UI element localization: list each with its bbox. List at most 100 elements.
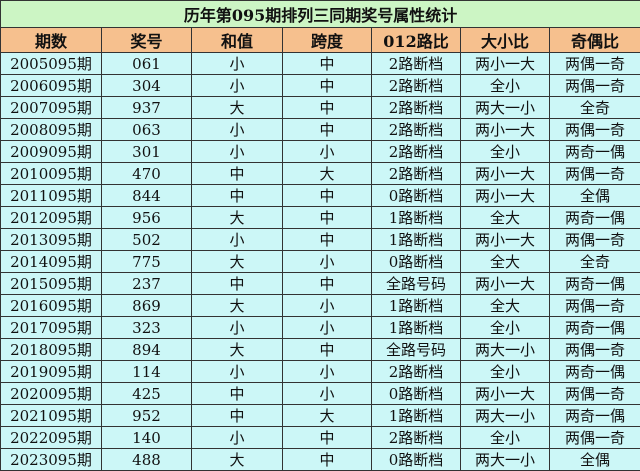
- cell-number: 114: [102, 361, 192, 383]
- cell-route-012: 0路断档: [372, 449, 461, 471]
- cell-number: 952: [102, 405, 192, 427]
- cell-parity-ratio: 全奇: [550, 97, 640, 119]
- cell-period: 2019095期: [1, 361, 102, 383]
- cell-number: 937: [102, 97, 192, 119]
- cell-parity-ratio: 两偶一奇: [550, 383, 640, 405]
- cell-route-012: 1路断档: [372, 229, 461, 251]
- cell-parity-ratio: 两奇一偶: [550, 405, 640, 427]
- cell-parity-ratio: 两偶一奇: [550, 119, 640, 141]
- cell-number: 869: [102, 295, 192, 317]
- cell-span: 中: [283, 449, 372, 471]
- cell-sum: 小: [192, 75, 283, 97]
- cell-route-012: 2路断档: [372, 361, 461, 383]
- cell-sum: 小: [192, 361, 283, 383]
- cell-route-012: 1路断档: [372, 405, 461, 427]
- cell-parity-ratio: 全偶: [550, 449, 640, 471]
- cell-span: 中: [283, 339, 372, 361]
- cell-sum: 小: [192, 53, 283, 75]
- cell-size-ratio: 全大: [461, 207, 550, 229]
- cell-number: 061: [102, 53, 192, 75]
- cell-period: 2017095期: [1, 317, 102, 339]
- header-size-ratio: 大小比: [461, 28, 550, 53]
- cell-parity-ratio: 全奇: [550, 251, 640, 273]
- cell-sum: 中: [192, 383, 283, 405]
- cell-period: 2007095期: [1, 97, 102, 119]
- cell-number: 775: [102, 251, 192, 273]
- cell-parity-ratio: 两奇一偶: [550, 273, 640, 295]
- cell-size-ratio: 两小一大: [461, 273, 550, 295]
- cell-route-012: 2路断档: [372, 427, 461, 449]
- cell-sum: 大: [192, 449, 283, 471]
- cell-number: 488: [102, 449, 192, 471]
- cell-span: 中: [283, 229, 372, 251]
- cell-period: 2015095期: [1, 273, 102, 295]
- cell-period: 2010095期: [1, 163, 102, 185]
- cell-span: 小: [283, 383, 372, 405]
- cell-route-012: 2路断档: [372, 75, 461, 97]
- cell-size-ratio: 全大: [461, 251, 550, 273]
- cell-number: 502: [102, 229, 192, 251]
- header-span: 跨度: [283, 28, 372, 53]
- cell-sum: 中: [192, 185, 283, 207]
- cell-sum: 小: [192, 141, 283, 163]
- cell-span: 小: [283, 251, 372, 273]
- cell-route-012: 0路断档: [372, 185, 461, 207]
- cell-span: 小: [283, 295, 372, 317]
- cell-size-ratio: 两小一大: [461, 119, 550, 141]
- cell-span: 中: [283, 427, 372, 449]
- cell-size-ratio: 两大一小: [461, 339, 550, 361]
- cell-number: 894: [102, 339, 192, 361]
- cell-parity-ratio: 两偶一奇: [550, 163, 640, 185]
- cell-sum: 小: [192, 229, 283, 251]
- cell-sum: 中: [192, 405, 283, 427]
- cell-sum: 中: [192, 163, 283, 185]
- cell-period: 2006095期: [1, 75, 102, 97]
- cell-size-ratio: 两小一大: [461, 53, 550, 75]
- cell-span: 大: [283, 163, 372, 185]
- cell-size-ratio: 全小: [461, 317, 550, 339]
- cell-sum: 中: [192, 273, 283, 295]
- cell-sum: 大: [192, 251, 283, 273]
- cell-size-ratio: 全大: [461, 295, 550, 317]
- cell-span: 中: [283, 119, 372, 141]
- cell-route-012: 2路断档: [372, 119, 461, 141]
- cell-span: 中: [283, 273, 372, 295]
- cell-period: 2022095期: [1, 427, 102, 449]
- cell-size-ratio: 全小: [461, 427, 550, 449]
- cell-route-012: 0路断档: [372, 383, 461, 405]
- header-number: 奖号: [102, 28, 192, 53]
- cell-period: 2009095期: [1, 141, 102, 163]
- cell-number: 956: [102, 207, 192, 229]
- cell-span: 小: [283, 317, 372, 339]
- cell-parity-ratio: 两偶一奇: [550, 53, 640, 75]
- cell-parity-ratio: 两偶一奇: [550, 295, 640, 317]
- cell-size-ratio: 两小一大: [461, 163, 550, 185]
- cell-span: 大: [283, 405, 372, 427]
- cell-period: 2016095期: [1, 295, 102, 317]
- cell-period: 2008095期: [1, 119, 102, 141]
- cell-parity-ratio: 两偶一奇: [550, 75, 640, 97]
- cell-number: 304: [102, 75, 192, 97]
- cell-parity-ratio: 两偶一奇: [550, 427, 640, 449]
- cell-period: 2012095期: [1, 207, 102, 229]
- cell-span: 小: [283, 141, 372, 163]
- cell-parity-ratio: 两奇一偶: [550, 141, 640, 163]
- cell-number: 237: [102, 273, 192, 295]
- cell-sum: 小: [192, 427, 283, 449]
- cell-span: 中: [283, 75, 372, 97]
